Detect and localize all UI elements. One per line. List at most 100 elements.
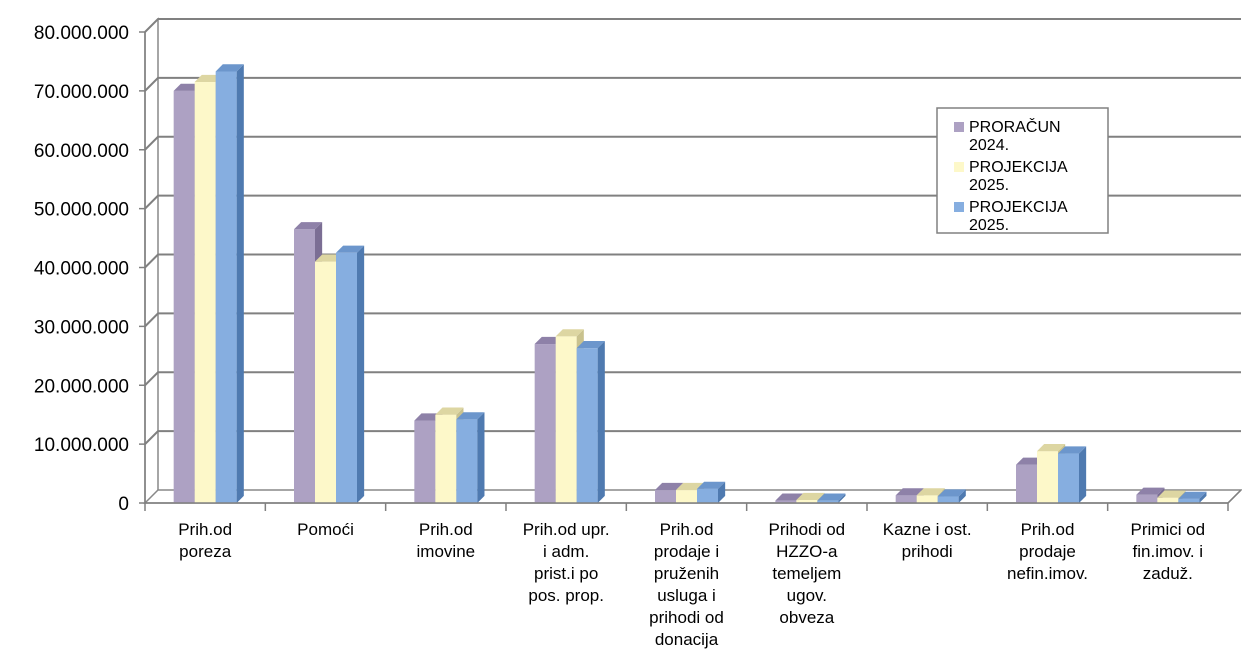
y-tick-label: 50.000.000 [34, 200, 129, 221]
bar-front [1136, 494, 1158, 503]
bar-front [1058, 453, 1079, 503]
bar-top [435, 407, 464, 415]
bar-side [838, 493, 846, 503]
legend-box [936, 107, 1109, 234]
gridline [144, 371, 1241, 386]
x-category-label: Prih.od imovine [417, 520, 476, 561]
bar-front [194, 82, 216, 503]
bar [456, 412, 485, 503]
y-tick-label: 60.000.000 [34, 141, 129, 162]
bar-front [315, 261, 336, 503]
y-tick-label: 70.000.000 [34, 82, 129, 103]
bar-front [534, 344, 556, 503]
bar-top [1037, 444, 1066, 452]
bar-front [1157, 497, 1179, 503]
bar-front [1016, 464, 1037, 503]
bar-top [336, 245, 365, 253]
bar [1058, 446, 1087, 503]
bar-front [576, 348, 598, 503]
bar-top [796, 492, 825, 501]
bar-front [697, 488, 718, 503]
bar-top [916, 488, 945, 496]
bar-front [336, 252, 357, 503]
y-axis-tick-labels: 0 10.000.000 20.000.000 30.000.000 40.000.00… [34, 23, 146, 515]
bar-front [294, 229, 315, 503]
bar-top [576, 341, 605, 349]
bar-top [1157, 490, 1186, 498]
bar-top [676, 482, 705, 491]
bar [937, 489, 966, 503]
bar-top [456, 412, 485, 420]
bar-front [555, 336, 577, 503]
gridline [144, 253, 1241, 269]
x-category-label: Prih.od poreza [178, 520, 232, 561]
gridline [144, 430, 1241, 445]
bar-front [655, 490, 676, 503]
bar-side [718, 481, 726, 503]
gridline [144, 76, 1241, 92]
bar-side [477, 412, 485, 503]
bar-front [215, 71, 237, 503]
bar-side [1079, 446, 1087, 503]
legend-swatch [954, 202, 964, 212]
bar-top [697, 481, 726, 489]
legend-entry: PRORAČUN 2024. [954, 117, 1061, 154]
bar-top [555, 329, 584, 337]
x-category-label: Kazne i ost. prihodi [883, 520, 972, 561]
legend-entry: PROJEKCIJA 2025. [954, 199, 1068, 234]
bar-front [1037, 451, 1058, 503]
bar-side [958, 489, 966, 503]
bar-front [414, 420, 436, 503]
y-tick-label: 40.000.000 [34, 259, 129, 280]
bar-top [215, 64, 244, 72]
x-category-label: Prihodi od HZZO-a temeljem ugov. obveza [769, 520, 846, 627]
gridline [144, 18, 1241, 33]
bar-top [1178, 491, 1207, 499]
legend-swatch [954, 122, 964, 132]
bar-front [1178, 498, 1200, 503]
x-category-label: Pomoći [297, 520, 354, 539]
bar-top [895, 488, 924, 496]
x-category-label: Prih.od prodaje nefin.imov. [1007, 520, 1088, 583]
bar-side [236, 64, 244, 503]
legend-entry: PROJEKCIJA 2025. [954, 159, 1068, 194]
legend-swatch [954, 162, 964, 172]
bar-front [796, 500, 818, 503]
legend-label: PRORAČUN 2024. [969, 117, 1061, 154]
bar [697, 481, 726, 503]
bar-front [456, 419, 478, 503]
gridlines [144, 18, 1241, 445]
bar-side [1199, 491, 1207, 503]
bar-front [676, 490, 697, 503]
bar-side [597, 341, 605, 503]
gridline [144, 312, 1241, 328]
bar-front [435, 414, 457, 503]
bar-top [294, 222, 323, 230]
bar-top [655, 482, 684, 491]
bar-top [817, 493, 846, 501]
y-tick-label: 80.000.000 [34, 23, 129, 44]
bar-front [916, 495, 938, 503]
x-axis-depth [1227, 489, 1242, 504]
bar-top [937, 489, 966, 497]
gridline [144, 135, 1241, 151]
y-tick-label: 20.000.000 [34, 376, 129, 397]
y-tick-label: 10.000.000 [34, 435, 129, 456]
bar-front [895, 495, 917, 503]
bar-top [775, 493, 804, 501]
x-category-label: Primici od fin.imov. i zaduž. [1131, 520, 1206, 583]
bar-front [937, 496, 959, 503]
bar-front [817, 500, 839, 503]
x-category-label: Prih.od prodaje i pruženih usluga i prihodi … [649, 520, 724, 649]
bar [215, 64, 244, 503]
x-category-label: Prih.od upr. i adm. prist.i po pos. prop. [523, 520, 610, 605]
y-tick-label: 0 [118, 494, 129, 515]
legend: PRORAČUN 2024. PROJEKCIJA 2025. PROJEKCIJA 20… [936, 107, 1109, 234]
legend-label: PROJEKCIJA 2025. [969, 159, 1068, 194]
bar-side [357, 245, 365, 503]
bar [336, 245, 365, 503]
bar-front [173, 90, 195, 503]
bar [817, 493, 846, 503]
x-axis-category-labels: Prih.od poreza Pomoći Prih.od imovine Prih.od… [178, 520, 1205, 649]
